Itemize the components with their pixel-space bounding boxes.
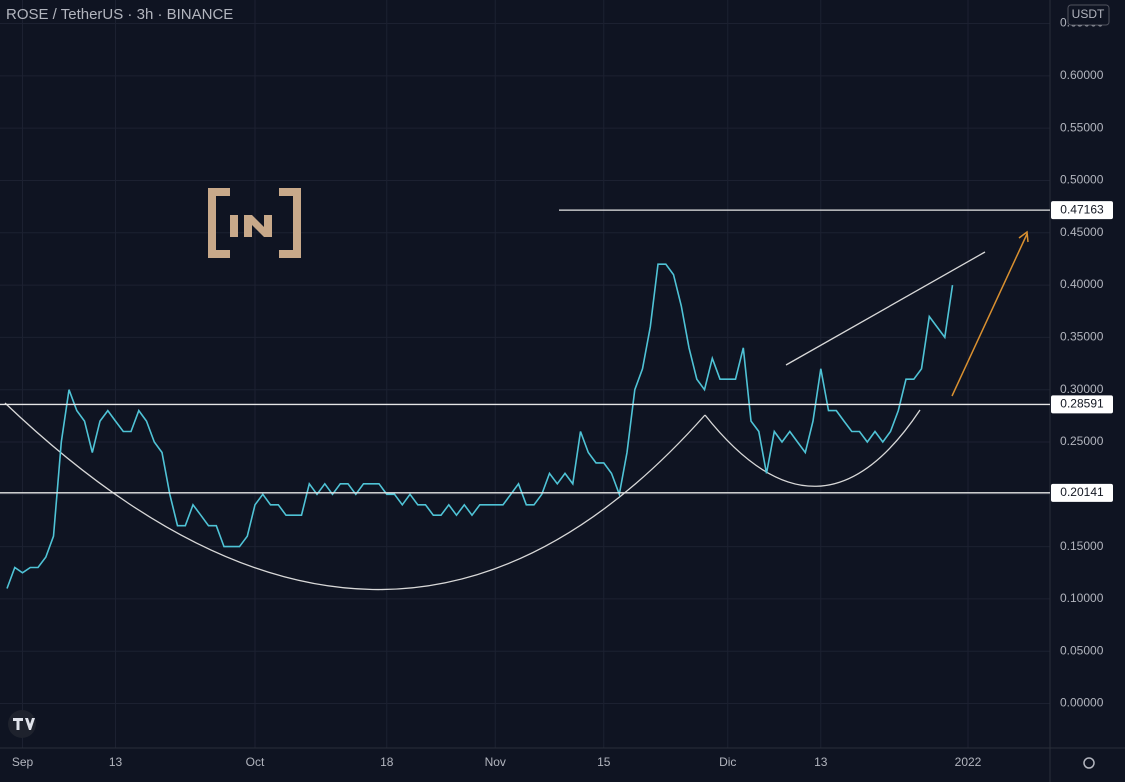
target-arrow bbox=[951, 233, 1028, 397]
level-label-box bbox=[1051, 201, 1113, 220]
currency-box bbox=[1067, 4, 1110, 26]
arrow-head bbox=[1018, 230, 1029, 243]
y-tick-label: 0.60000 bbox=[1060, 68, 1104, 82]
cup-curve bbox=[4, 402, 706, 591]
x-tick-label: 13 bbox=[814, 755, 828, 769]
price-line bbox=[6, 263, 954, 589]
x-tick-label: 15 bbox=[597, 755, 611, 769]
level-label-box bbox=[1051, 395, 1113, 414]
y-tick-label: 0.50000 bbox=[1060, 173, 1104, 187]
y-tick-label: 0.45000 bbox=[1060, 225, 1104, 239]
trend-line bbox=[785, 251, 986, 366]
level-label-box bbox=[1051, 483, 1113, 502]
level-label: 0.28591 bbox=[1060, 397, 1104, 411]
x-tick-label: 2022 bbox=[955, 755, 982, 769]
y-tick-label: 0.25000 bbox=[1060, 434, 1104, 448]
x-tick-label: Dic bbox=[719, 755, 736, 769]
chart-title: ROSE / TetherUS · 3h · BINANCE bbox=[6, 6, 233, 23]
grid bbox=[0, 0, 1050, 748]
level-label: 0.20141 bbox=[1060, 485, 1104, 499]
y-tick-label: 0.05000 bbox=[1060, 643, 1104, 657]
x-tick-label: Oct bbox=[246, 755, 265, 769]
y-tick-label: 0.40000 bbox=[1060, 277, 1104, 291]
level-label: 0.47163 bbox=[1060, 202, 1104, 216]
y-tick-label: 0.00000 bbox=[1060, 696, 1104, 710]
x-tick-label: 13 bbox=[109, 755, 123, 769]
y-tick-label: 0.15000 bbox=[1060, 539, 1104, 553]
cup-curve bbox=[704, 409, 921, 487]
currency-label: USDT bbox=[1072, 7, 1105, 21]
x-tick-label: 18 bbox=[380, 755, 394, 769]
tradingview-logo bbox=[8, 710, 36, 738]
x-tick-label: Nov bbox=[485, 755, 506, 769]
y-tick-label: 0.10000 bbox=[1060, 591, 1104, 605]
y-tick-label: 0.30000 bbox=[1060, 382, 1104, 396]
y-tick-label: 0.35000 bbox=[1060, 330, 1104, 344]
x-tick-label: Sep bbox=[12, 755, 34, 769]
settings-icon[interactable] bbox=[1083, 757, 1095, 769]
y-tick-label: 0.55000 bbox=[1060, 120, 1104, 134]
watermark-logo bbox=[208, 188, 301, 258]
